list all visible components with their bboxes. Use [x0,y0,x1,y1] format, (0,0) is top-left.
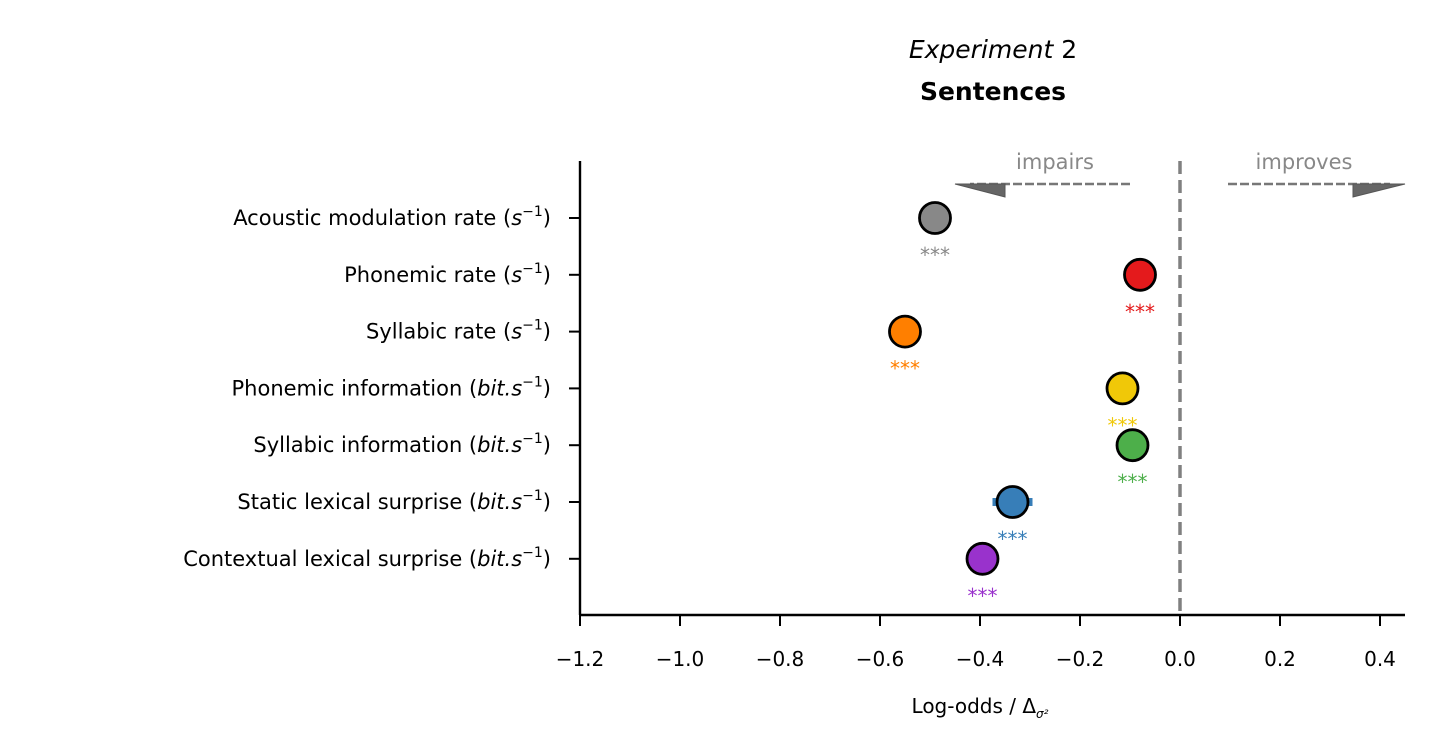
impairs-arrow [954,182,1130,198]
x-tick-label: −1.2 [556,647,605,671]
x-axis-label-main: Log-odds / Δ [912,694,1037,718]
y-label-close: ) [543,206,551,230]
y-ticks: Acoustic modulation rate (s−1)Phonemic r… [183,204,580,571]
x-tick-label: 0.0 [1164,647,1196,671]
significance-label: *** [920,243,950,267]
improves-arrow [1228,182,1406,198]
y-label-close: ) [543,490,551,514]
title-experiment-number: 2 [1061,35,1077,64]
y-label-sup: −1 [522,545,543,561]
y-tick-label: Phonemic rate (s−1) [344,261,551,287]
y-label-sup: −1 [522,374,543,390]
y-label-text: Static lexical surprise ( [237,490,477,514]
x-tick-label: 0.2 [1264,647,1296,671]
data-points: ********************* [888,201,1157,608]
x-tick-label: −0.4 [956,647,1005,671]
annotation-impairs: impairs [1016,150,1094,174]
x-tick-label: −0.6 [856,647,905,671]
y-tick-label: Phonemic information (bit.s−1) [232,374,552,400]
y-label-sup: −1 [522,318,543,334]
y-label-math: bit.s [477,490,522,514]
data-point [1105,371,1140,406]
y-label-text: Contextual lexical surprise ( [183,547,477,571]
y-tick-label: Syllabic information (bit.s−1) [253,431,551,457]
y-label-close: ) [543,433,551,457]
y-label-sup: −1 [522,204,543,220]
y-label-math: s [511,206,522,230]
title-experiment-space [1053,35,1061,64]
y-label-sup: −1 [522,488,543,504]
x-tick-label: −0.8 [756,647,805,671]
data-point [888,314,922,349]
x-tick-label: −1.0 [656,647,705,671]
y-tick-label: Contextual lexical surprise (bit.s−1) [183,545,551,571]
y-label-close: ) [543,320,551,344]
y-label-math: bit.s [477,433,522,457]
significance-label: *** [1125,300,1155,324]
x-ticks: −1.2 −1.0 −0.8 −0.6 −0.4 −0.2 0.0 0.2 0.4 [556,615,1396,671]
data-point [965,541,1000,576]
data-point [918,201,952,235]
y-label-text: Phonemic rate ( [344,263,511,287]
y-label-sup: −1 [522,431,543,447]
data-point [1123,257,1157,292]
y-label-close: ) [543,263,551,287]
y-label-text: Syllabic information ( [253,433,477,457]
annotation-improves: improves [1256,150,1353,174]
y-label-text: Syllabic rate ( [366,320,511,344]
significance-label: *** [1118,470,1148,494]
y-tick-label: Syllabic rate (s−1) [366,318,551,344]
y-tick-label: Static lexical surprise (bit.s−1) [237,488,551,514]
significance-label: *** [968,584,998,608]
data-point [995,485,1030,519]
y-label-sup: −1 [522,261,543,277]
data-point [1115,428,1150,463]
y-label-math: s [511,263,522,287]
y-label-math: s [511,320,522,344]
significance-label: *** [998,527,1028,551]
significance-label: *** [890,357,920,381]
x-axis-label: Log-odds / Δσ² [912,694,1049,721]
y-label-math: bit.s [477,547,522,571]
y-label-close: ) [543,376,551,400]
y-label-close: ) [543,547,551,571]
chart-title-line1: Experiment 2 [909,35,1077,64]
y-label-text: Phonemic information ( [232,376,478,400]
y-label-math: bit.s [477,376,522,400]
x-tick-label: −0.2 [1056,647,1105,671]
y-tick-label: Acoustic modulation rate (s−1) [233,204,551,230]
title-experiment-word: Experiment [909,35,1055,64]
chart-title-line2: Sentences [920,77,1066,106]
x-axis-label-sub: σ² [1036,707,1049,721]
y-label-text: Acoustic modulation rate ( [233,206,511,230]
x-tick-label: 0.4 [1364,647,1396,671]
